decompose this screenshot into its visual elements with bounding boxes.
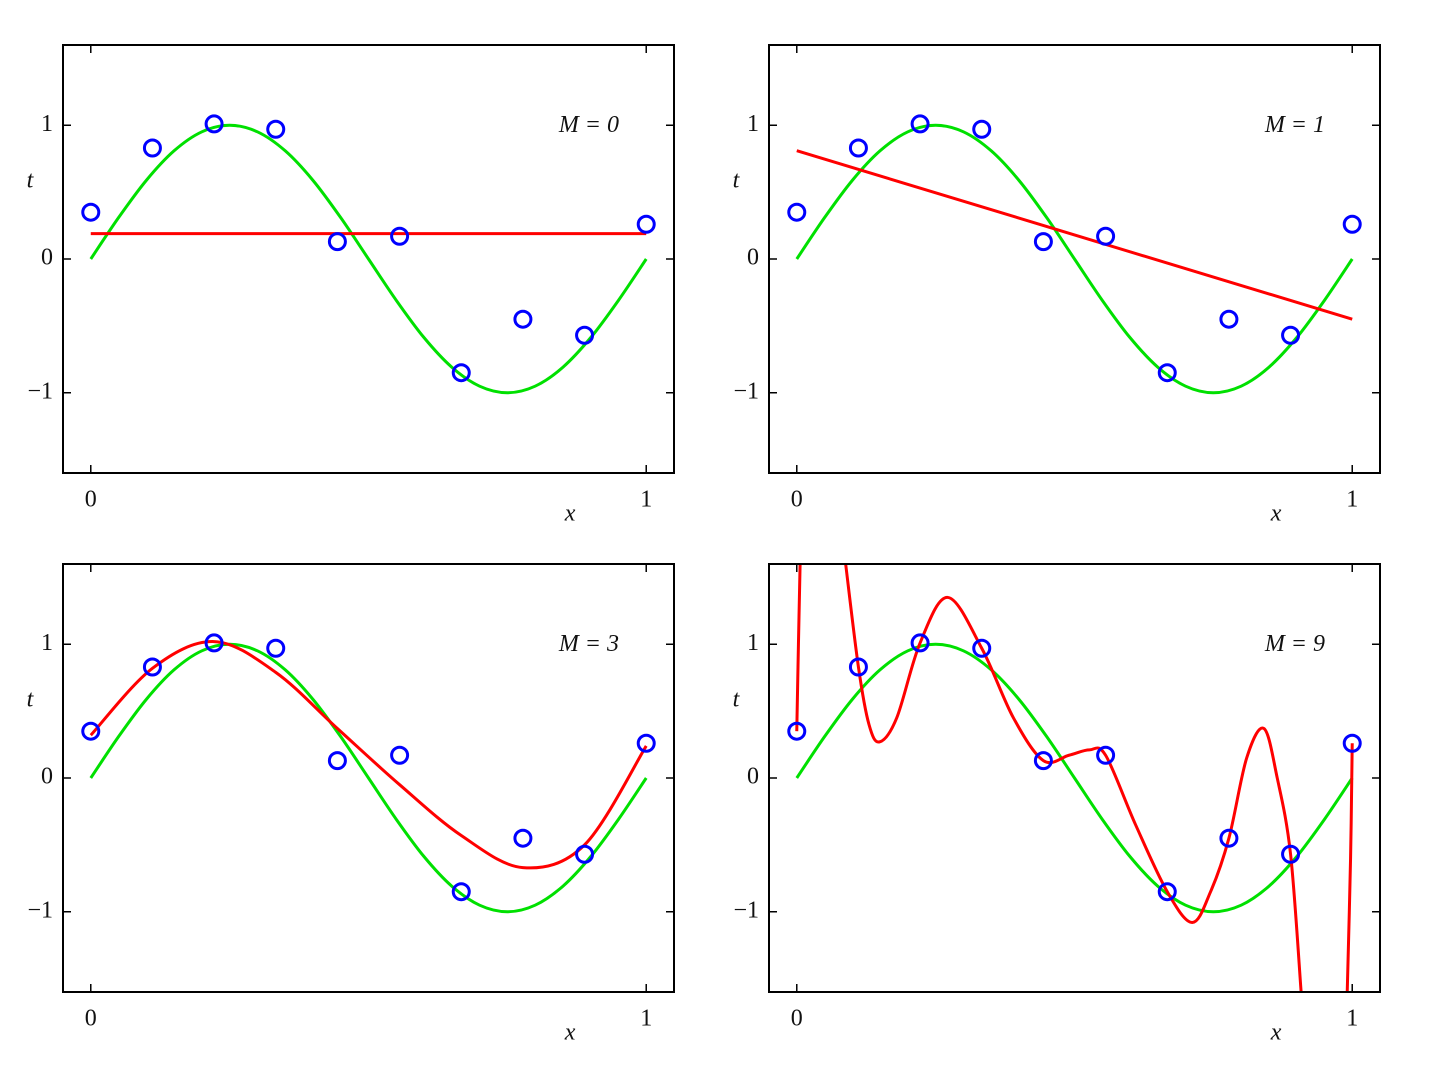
data-point xyxy=(910,114,930,134)
data-point xyxy=(1096,745,1116,765)
panel: −1 0 1 0 1 x t M = 0 xyxy=(27,44,675,527)
annotation: M = 0 xyxy=(558,112,619,138)
data-point xyxy=(575,325,595,345)
plot-frame xyxy=(62,563,675,993)
data-point xyxy=(1342,733,1362,753)
plot-frame xyxy=(768,44,1381,474)
curve xyxy=(796,149,1353,321)
plot-area xyxy=(81,633,656,914)
y-axis-label: t xyxy=(27,167,35,193)
data-point xyxy=(1281,844,1301,864)
y-axis-label: t xyxy=(733,686,741,712)
panel: −1 0 1 0 1 x t M = 1 xyxy=(733,44,1381,527)
x-axis-label: x xyxy=(1270,501,1282,527)
data-point xyxy=(81,721,101,741)
curve xyxy=(795,123,1354,395)
data-point xyxy=(1157,882,1177,902)
curve xyxy=(89,123,648,395)
annotation: M = 9 xyxy=(1264,631,1325,657)
data-point xyxy=(266,638,286,658)
curve xyxy=(795,642,1354,914)
x-tick-label: 0 xyxy=(85,487,97,513)
plot-frame xyxy=(62,44,675,474)
data-point xyxy=(327,751,347,771)
data-point xyxy=(204,633,224,653)
data-point xyxy=(1219,309,1239,329)
data-point xyxy=(636,733,656,753)
curve xyxy=(795,564,1354,992)
y-tick-label: 1 xyxy=(747,111,759,137)
data-point xyxy=(390,226,410,246)
data-point xyxy=(204,114,224,134)
data-point xyxy=(1033,751,1053,771)
y-tick-label: −1 xyxy=(733,378,759,404)
y-tick-label: 0 xyxy=(41,764,53,790)
y-tick-label: 0 xyxy=(747,764,759,790)
data-point xyxy=(266,119,286,139)
x-axis-label: x xyxy=(564,501,576,527)
data-point xyxy=(848,138,868,158)
data-point xyxy=(575,844,595,864)
panel: −1 0 1 0 1 x t M = 3 xyxy=(27,563,675,1046)
data-point xyxy=(513,309,533,329)
y-tick-label: 0 xyxy=(747,245,759,271)
data-point xyxy=(1157,363,1177,383)
data-point xyxy=(451,363,471,383)
data-point xyxy=(142,138,162,158)
data-point xyxy=(327,232,347,252)
data-point xyxy=(787,202,807,222)
y-axis-label: t xyxy=(27,686,35,712)
data-point xyxy=(972,638,992,658)
x-tick-label: 1 xyxy=(640,487,652,513)
plot-area xyxy=(81,114,656,395)
x-tick-label: 1 xyxy=(640,1006,652,1032)
curve xyxy=(89,642,648,914)
data-point xyxy=(787,721,807,741)
y-tick-label: 1 xyxy=(747,630,759,656)
y-tick-label: −1 xyxy=(27,897,53,923)
plot-area xyxy=(787,564,1362,992)
data-point xyxy=(513,828,533,848)
data-point xyxy=(1281,325,1301,345)
data-point xyxy=(1342,214,1362,234)
y-tick-label: −1 xyxy=(27,378,53,404)
annotation: M = 3 xyxy=(558,631,619,657)
data-point xyxy=(910,633,930,653)
x-axis-label: x xyxy=(564,1020,576,1046)
x-tick-label: 0 xyxy=(85,1006,97,1032)
y-tick-label: 0 xyxy=(41,245,53,271)
data-point xyxy=(390,745,410,765)
data-point xyxy=(1219,828,1239,848)
data-point xyxy=(972,119,992,139)
x-tick-label: 1 xyxy=(1346,487,1358,513)
x-tick-label: 1 xyxy=(1346,1006,1358,1032)
y-axis-label: t xyxy=(733,167,741,193)
y-tick-label: 1 xyxy=(41,111,53,137)
plot-frame xyxy=(768,563,1381,993)
annotation: M = 1 xyxy=(1264,112,1325,138)
plot-area xyxy=(787,114,1362,395)
x-axis-label: x xyxy=(1270,1020,1282,1046)
x-tick-label: 0 xyxy=(791,1006,803,1032)
data-point xyxy=(636,214,656,234)
data-point xyxy=(848,657,868,677)
data-point xyxy=(81,202,101,222)
y-tick-label: 1 xyxy=(41,630,53,656)
data-point xyxy=(1096,226,1116,246)
data-point xyxy=(451,882,471,902)
panel: −1 0 1 0 1 x t M = 9 xyxy=(733,563,1381,1046)
y-tick-label: −1 xyxy=(733,897,759,923)
x-tick-label: 0 xyxy=(791,487,803,513)
data-point xyxy=(142,657,162,677)
data-point xyxy=(1033,232,1053,252)
curve xyxy=(89,640,648,870)
